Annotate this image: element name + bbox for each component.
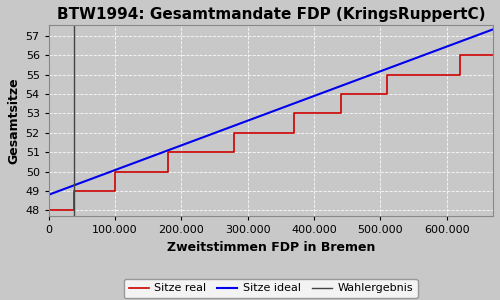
Sitze real: [384, 73, 390, 76]
Sitze real: [338, 92, 344, 96]
Sitze real: [165, 150, 171, 154]
X-axis label: Zweitstimmen FDP in Bremen: Zweitstimmen FDP in Bremen: [166, 241, 375, 254]
Sitze real: [46, 208, 52, 212]
Line: Sitze real: Sitze real: [49, 56, 493, 210]
Y-axis label: Gesamtsitze: Gesamtsitze: [7, 77, 20, 164]
Sitze real: [490, 54, 496, 57]
Sitze real: [291, 131, 297, 135]
Sitze real: [291, 112, 297, 115]
Sitze real: [112, 189, 118, 193]
Title: BTW1994: Gesamtmandate FDP (KringsRuppertC): BTW1994: Gesamtmandate FDP (KringsRupper…: [56, 7, 485, 22]
Sitze real: [384, 92, 390, 96]
Sitze real: [457, 54, 463, 57]
Sitze real: [232, 131, 237, 135]
Legend: Sitze real, Sitze ideal, Wahlergebnis: Sitze real, Sitze ideal, Wahlergebnis: [124, 279, 418, 298]
Sitze real: [457, 73, 463, 76]
Sitze real: [71, 189, 77, 193]
Sitze real: [112, 170, 118, 173]
Sitze real: [71, 208, 77, 212]
Sitze real: [232, 150, 237, 154]
Sitze real: [338, 112, 344, 115]
Sitze real: [165, 170, 171, 173]
